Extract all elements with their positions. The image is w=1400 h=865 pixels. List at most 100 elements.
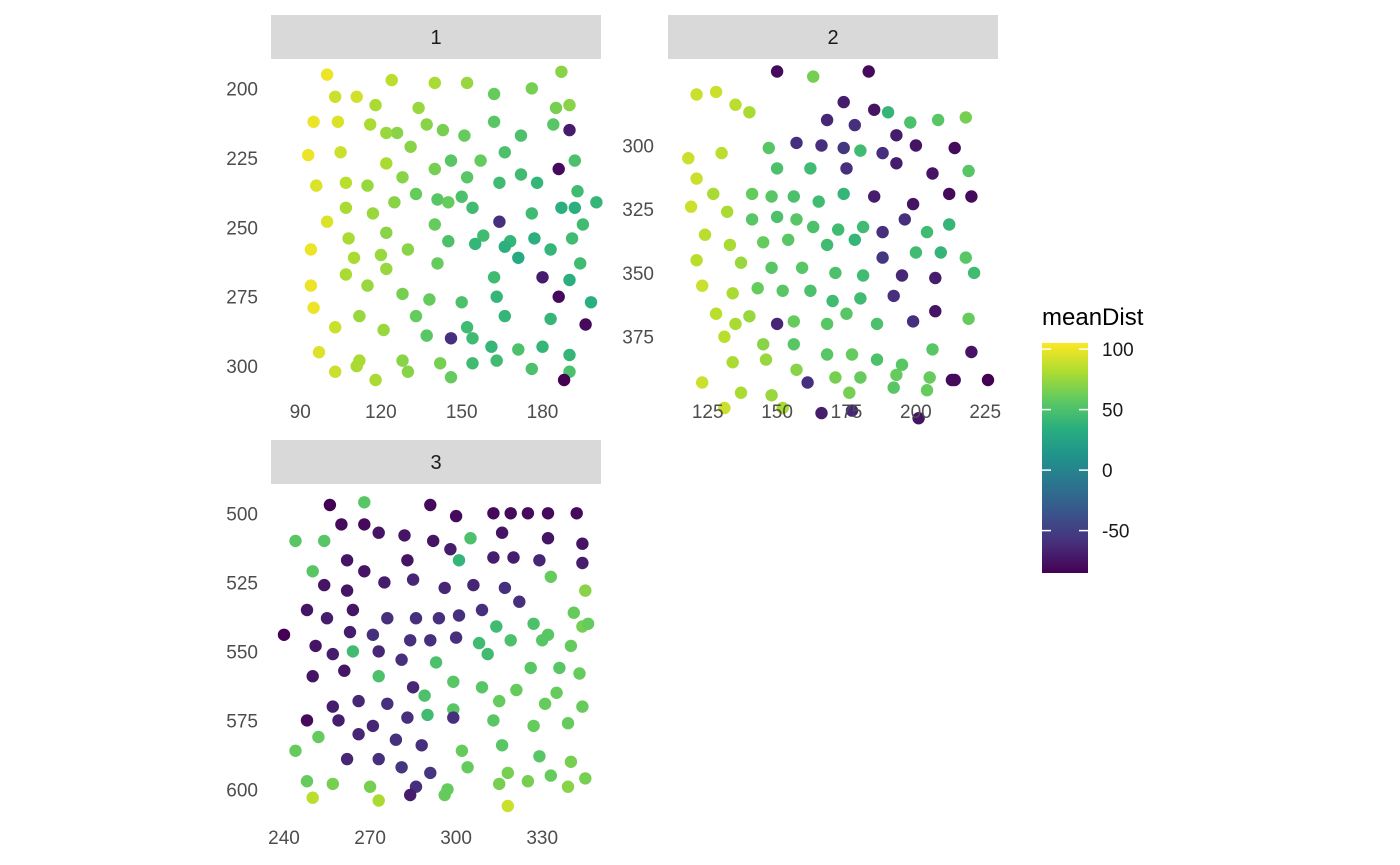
scatter-point	[770, 317, 784, 331]
scatter-point	[396, 354, 409, 367]
scatter-point	[776, 401, 789, 415]
scatter-point	[881, 106, 895, 119]
scatter-point	[848, 233, 861, 246]
scatter-point	[734, 386, 748, 399]
scatter-point	[369, 98, 382, 112]
scatter-point	[427, 534, 440, 548]
scatter-point	[745, 187, 759, 201]
scatter-point	[840, 307, 853, 320]
scatter-point	[372, 645, 385, 658]
scatter-point	[524, 661, 537, 675]
scatter-point	[787, 190, 800, 203]
scatter-point	[289, 534, 302, 548]
legend-title: meanDist	[1042, 304, 1144, 331]
scatter-point	[514, 168, 528, 181]
scatter-point	[563, 123, 576, 137]
scatter-point	[845, 348, 859, 361]
scatter-point	[304, 243, 318, 256]
scatter-point	[898, 213, 911, 226]
y-tick-label: 525	[226, 573, 258, 594]
scatter-point	[965, 190, 978, 203]
scatter-point	[352, 694, 365, 708]
scatter-point	[329, 365, 342, 378]
scatter-point	[310, 179, 323, 192]
scatter-point	[404, 140, 417, 153]
scatter-point	[912, 412, 925, 425]
scatter-point	[820, 317, 834, 331]
scatter-point	[829, 371, 842, 384]
scatter-point	[837, 95, 850, 109]
scatter-point	[307, 115, 320, 128]
scatter-point	[487, 507, 500, 520]
scatter-point	[530, 176, 544, 189]
scatter-point	[576, 218, 590, 231]
scatter-point	[544, 243, 557, 256]
scatter-point	[564, 639, 578, 653]
scatter-point	[340, 554, 354, 567]
scatter-point	[563, 98, 576, 112]
scatter-point	[444, 543, 457, 556]
scatter-point	[466, 332, 479, 345]
scatter-point	[501, 799, 514, 813]
scatter-point	[493, 176, 506, 189]
scatter-point	[690, 172, 703, 185]
scatter-point	[381, 612, 394, 625]
scatter-point	[404, 634, 417, 647]
scatter-point	[289, 744, 302, 757]
scatter-point	[326, 700, 339, 713]
scatter-point	[380, 157, 393, 170]
scatter-point	[323, 498, 337, 512]
facet-3-y-ticks: 500 525 550 575 600	[226, 504, 258, 801]
x-tick-label: 330	[526, 828, 558, 849]
scatter-point	[890, 368, 903, 382]
scatter-point	[452, 609, 466, 622]
scatter-point	[409, 309, 423, 323]
scatter-point	[576, 700, 589, 713]
scatter-point	[981, 373, 995, 387]
color-legend: meanDist 100 50 0 -50	[1042, 304, 1144, 573]
scatter-point	[487, 714, 500, 727]
scatter-point	[452, 554, 466, 567]
scatter-point	[318, 534, 331, 548]
scatter-point	[787, 315, 800, 328]
scatter-point	[943, 187, 956, 201]
scatter-point	[729, 317, 742, 331]
scatter-point	[845, 404, 859, 417]
legend-colorbar	[1042, 343, 1088, 573]
scatter-point	[504, 634, 517, 647]
scatter-point	[423, 293, 436, 306]
scatter-point	[929, 271, 942, 285]
y-tick-label: 300	[226, 357, 258, 378]
scatter-point	[765, 389, 778, 402]
scatter-point	[843, 386, 856, 399]
scatter-point	[934, 246, 947, 259]
scatter-point	[343, 625, 357, 639]
scatter-point	[431, 193, 444, 206]
scatter-point	[709, 307, 723, 320]
y-tick-label: 350	[622, 264, 654, 285]
scatter-point	[790, 213, 803, 226]
scatter-point	[396, 171, 409, 184]
scatter-point	[856, 220, 870, 234]
scatter-point	[320, 612, 334, 625]
scatter-point	[536, 634, 549, 647]
scatter-point	[512, 343, 525, 356]
scatter-point	[501, 766, 514, 780]
scatter-point	[475, 681, 489, 694]
scatter-point	[815, 406, 828, 420]
scatter-point	[550, 686, 563, 699]
scatter-point	[469, 237, 482, 251]
scatter-point	[521, 775, 535, 788]
scatter-point	[487, 271, 501, 284]
y-tick-label: 600	[226, 780, 258, 801]
scatter-point	[490, 354, 503, 367]
scatter-point	[870, 353, 884, 366]
x-tick-label: 120	[365, 402, 397, 423]
scatter-point	[312, 730, 325, 744]
scatter-point	[723, 238, 737, 252]
scatter-point	[948, 373, 961, 387]
scatter-point	[887, 289, 900, 303]
scatter-point	[461, 761, 474, 774]
legend-tick-label: 100	[1102, 340, 1134, 361]
scatter-point	[759, 353, 773, 366]
